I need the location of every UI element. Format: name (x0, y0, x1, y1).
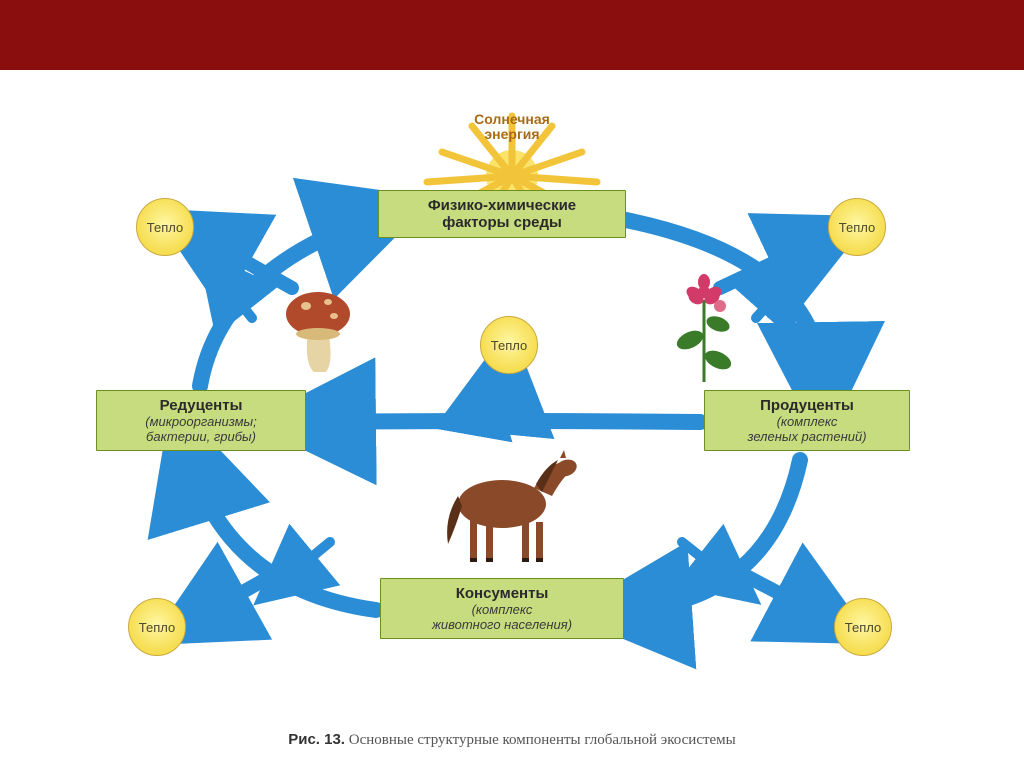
horse-icon (430, 448, 580, 573)
box-producers-title: Продуценты (715, 397, 899, 414)
box-consumers-sub1: (комплекс (391, 602, 613, 617)
heat-node: Тепло (828, 198, 886, 256)
box-abiotic-title: Физико-химические (389, 197, 615, 214)
box-decomposers-title: Редуценты (107, 397, 295, 414)
flower-icon (660, 270, 750, 395)
box-consumers: Консументы (комплекс животного населения… (380, 578, 624, 639)
box-decomposers: Редуценты (микроорганизмы; бактерии, гри… (96, 390, 306, 451)
heat-label: Тепло (139, 620, 175, 635)
box-decomposers-sub1: (микроорганизмы; (107, 414, 295, 429)
heat-label: Тепло (147, 220, 183, 235)
diagram-canvas: Солнечная энергия (0, 70, 1024, 767)
box-consumers-sub2: животного населения) (391, 617, 613, 632)
heat-label: Тепло (845, 620, 881, 635)
box-producers-sub1: (комплекс (715, 414, 899, 429)
heat-node: Тепло (480, 316, 538, 374)
box-abiotic-sub: факторы среды (389, 214, 615, 231)
box-consumers-title: Консументы (391, 585, 613, 602)
heat-label: Тепло (491, 338, 527, 353)
box-abiotic: Физико-химические факторы среды (378, 190, 626, 238)
heat-node: Тепло (834, 598, 892, 656)
box-decomposers-sub2: бактерии, грибы) (107, 429, 295, 444)
heat-node: Тепло (136, 198, 194, 256)
heat-node: Тепло (128, 598, 186, 656)
box-producers-sub2: зеленых растений) (715, 429, 899, 444)
mushroom-icon (278, 286, 358, 381)
header-bar (0, 0, 1024, 70)
box-producers: Продуценты (комплекс зеленых растений) (704, 390, 910, 451)
heat-label: Тепло (839, 220, 875, 235)
